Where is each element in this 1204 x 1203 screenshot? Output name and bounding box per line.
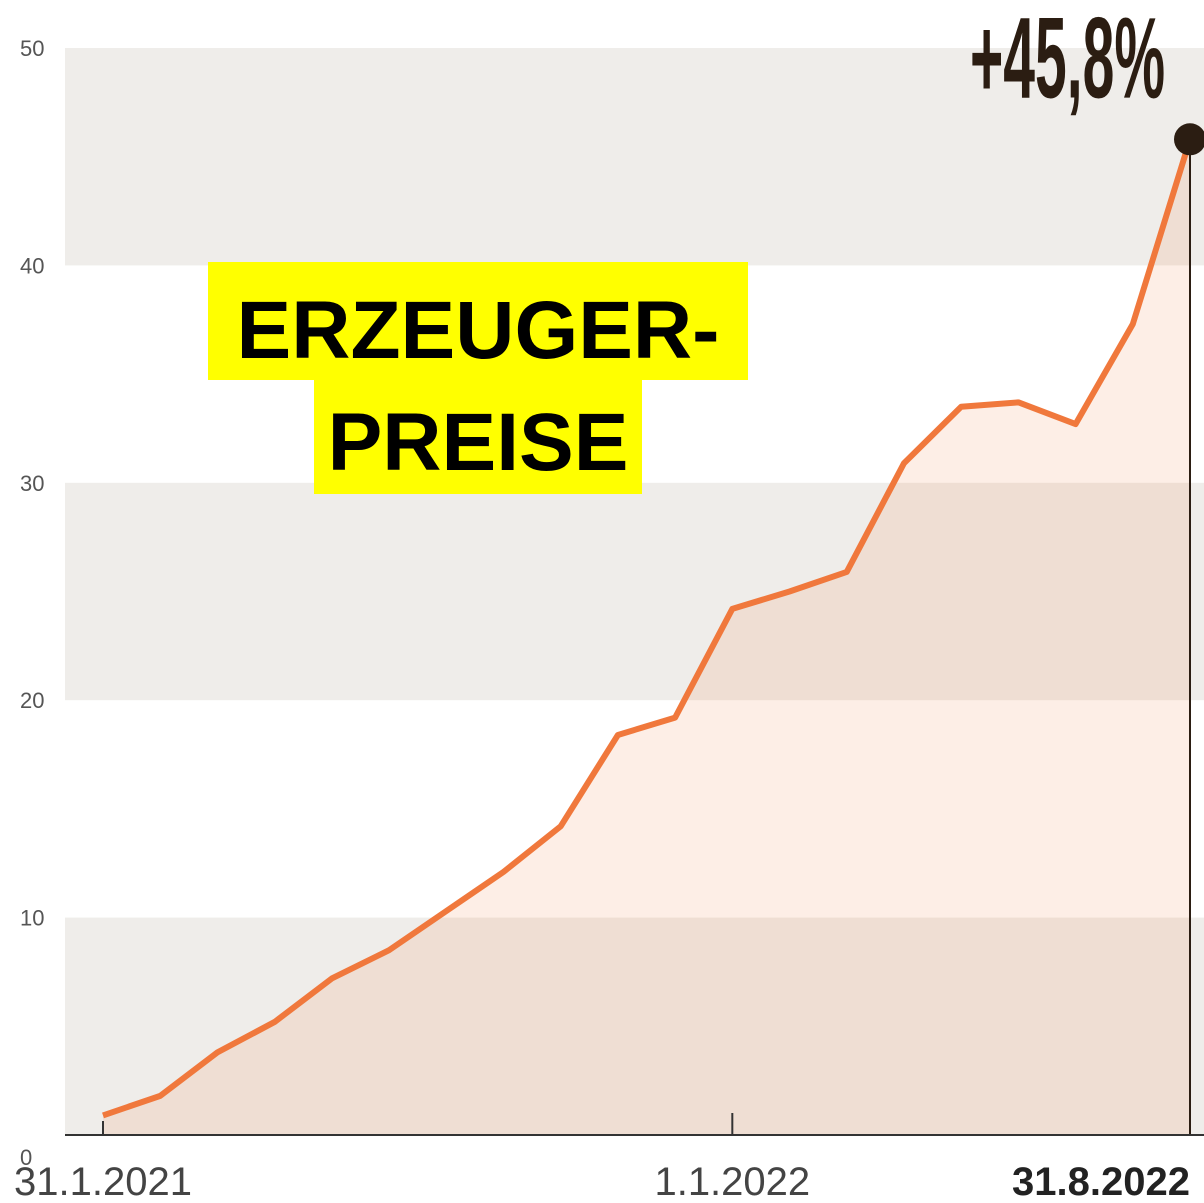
plot: +45,8% bbox=[102, 0, 1204, 1136]
y-tick-label: 0 bbox=[20, 1145, 32, 1170]
area bbox=[103, 139, 1190, 1136]
title-highlight bbox=[208, 262, 748, 380]
chart-title: PREISE bbox=[328, 397, 629, 488]
chart-title: ERZEUGER- bbox=[237, 285, 720, 376]
title-highlight bbox=[314, 380, 642, 494]
x-tick-label: 31.8.2022 bbox=[1012, 1160, 1190, 1203]
band bbox=[65, 48, 1204, 266]
bands bbox=[65, 48, 1204, 1135]
y-tick-label: 30 bbox=[20, 471, 44, 496]
band bbox=[65, 482, 1204, 701]
x-tick-label: 31.1.2021 bbox=[14, 1160, 192, 1203]
y-tick-label: 20 bbox=[20, 688, 44, 713]
line bbox=[102, 138, 1193, 1119]
x-tick-label: 1.1.2022 bbox=[654, 1160, 810, 1203]
band bbox=[65, 917, 1204, 1135]
value-label: +45,8% bbox=[970, 0, 1165, 123]
y-tick-label: 40 bbox=[20, 253, 44, 278]
y-tick-label: 50 bbox=[20, 36, 44, 61]
y-tick-label: 10 bbox=[20, 906, 44, 931]
marker bbox=[1174, 123, 1204, 156]
